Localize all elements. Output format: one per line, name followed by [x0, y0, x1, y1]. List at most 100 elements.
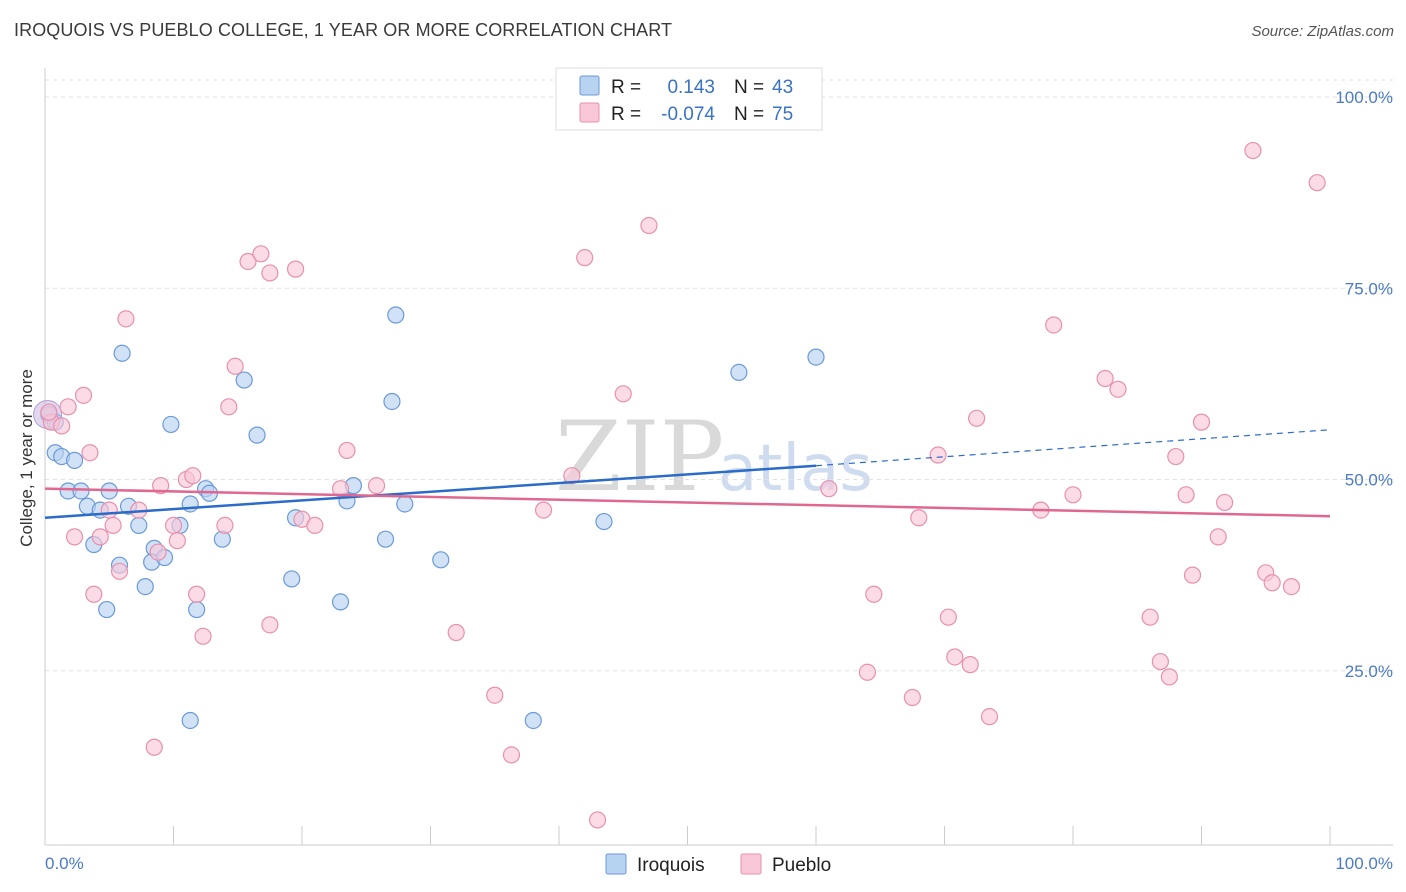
- pueblo-point: [1244, 141, 1262, 160]
- y-axis-title: College, 1 year or more: [17, 369, 36, 547]
- pueblo-point: [1141, 608, 1159, 626]
- pueblo-point: [910, 509, 928, 527]
- pueblo-point: [261, 616, 279, 634]
- pueblo-point: [85, 585, 103, 603]
- pueblo-point: [929, 446, 947, 464]
- pueblo-point: [226, 357, 244, 375]
- pueblo-point: [91, 528, 109, 546]
- legend-pueblo-swatch: [579, 102, 600, 123]
- pueblo-point: [946, 648, 964, 666]
- iroquois-point: [387, 306, 405, 324]
- iroquois-point: [730, 363, 748, 381]
- bottom-legend-iroquois: Iroquois: [637, 855, 705, 876]
- pueblo-point: [968, 409, 986, 427]
- iroquois-trend-line: [44, 464, 817, 519]
- pueblo-trend-line: [44, 487, 1331, 518]
- pueblo-point: [216, 516, 234, 535]
- pueblo-point: [1167, 447, 1185, 466]
- pueblo-point: [252, 245, 270, 263]
- iroquois-point: [248, 426, 266, 444]
- iroquois-point: [181, 711, 199, 730]
- series-legend: Iroquois Pueblo: [605, 853, 831, 876]
- pueblo-point: [117, 310, 135, 328]
- x-tick-label: 0.0%: [45, 854, 84, 873]
- iroquois-trend-extension: [815, 429, 1331, 467]
- pueblo-point: [59, 398, 77, 416]
- x-tick-label: 100.0%: [1335, 854, 1393, 873]
- pueblo-point: [239, 252, 257, 271]
- pueblo-point: [903, 688, 921, 707]
- iroquois-point: [595, 512, 613, 531]
- tick-labels: 25.0% 50.0% 75.0% 100.0% 0.0% 100.0%: [45, 88, 1393, 873]
- correlation-legend: R = 0.143 N = 43 R = -0.074 N = 75: [555, 67, 823, 131]
- bottom-legend-pueblo-swatch: [740, 853, 762, 875]
- pueblo-point: [100, 501, 118, 519]
- pueblo-point: [65, 528, 84, 546]
- iroquois-point: [162, 415, 180, 434]
- pueblo-point: [1192, 413, 1211, 431]
- iroquois-point: [396, 495, 414, 513]
- pueblo-point: [220, 398, 238, 416]
- pueblo-point: [939, 608, 957, 626]
- pueblo-point: [447, 623, 465, 642]
- pueblo-point: [1096, 369, 1114, 388]
- legend-n-value-2: 75: [772, 104, 793, 125]
- y-tick-label: 75.0%: [1345, 279, 1393, 298]
- pueblo-point: [1064, 486, 1082, 504]
- iroquois-points: [33, 306, 825, 730]
- iroquois-point: [136, 577, 154, 596]
- iroquois-point: [188, 600, 206, 619]
- pueblo-point: [1177, 486, 1195, 504]
- iroquois-point: [72, 482, 90, 500]
- legend-n-value-1: 43: [772, 77, 793, 98]
- iroquois-point: [524, 711, 542, 730]
- pueblo-point: [286, 260, 305, 278]
- pueblo-point: [81, 444, 99, 462]
- pueblo-point: [188, 585, 206, 603]
- pueblo-point: [576, 249, 594, 267]
- iroquois-point: [432, 551, 450, 569]
- legend-n-label-2: N =: [734, 104, 764, 125]
- pueblo-point: [640, 216, 658, 235]
- iroquois-point: [383, 392, 401, 411]
- y-tick-label: 100.0%: [1335, 88, 1393, 107]
- pueblo-point: [194, 627, 212, 645]
- pueblo-point: [961, 656, 979, 674]
- pueblo-point: [1216, 493, 1234, 512]
- pueblo-point: [980, 708, 999, 726]
- pueblo-point: [152, 477, 170, 495]
- iroquois-point: [113, 344, 131, 362]
- pueblo-point: [502, 746, 521, 764]
- bottom-legend-iroquois-swatch: [605, 853, 627, 875]
- iroquois-point: [65, 451, 84, 469]
- pueblo-point: [145, 738, 163, 756]
- pueblo-point: [164, 516, 183, 535]
- iroquois-point: [98, 600, 116, 619]
- iroquois-point: [376, 530, 395, 548]
- pueblo-point: [1209, 528, 1227, 546]
- pueblo-points: [40, 141, 1326, 829]
- pueblo-point: [149, 543, 167, 561]
- pueblo-point: [1263, 574, 1281, 592]
- pueblo-point: [865, 585, 883, 603]
- watermark-zip: ZIP: [555, 401, 724, 513]
- iroquois-point: [283, 570, 301, 588]
- pueblo-point: [261, 264, 279, 282]
- pueblo-point: [534, 501, 553, 519]
- source-label: Source: ZipAtlas.com: [1251, 23, 1394, 40]
- legend-r-value-2: -0.074: [661, 104, 715, 125]
- legend-r-label-2: R =: [611, 104, 641, 125]
- pueblo-point: [1282, 577, 1301, 596]
- pueblo-point: [184, 467, 202, 485]
- pueblo-point: [1109, 380, 1127, 398]
- pueblo-point: [306, 516, 324, 535]
- legend-iroquois-swatch: [579, 75, 600, 96]
- watermark-atlas: atlas: [718, 432, 873, 506]
- trend-lines: [44, 429, 1331, 519]
- y-tick-label: 50.0%: [1345, 471, 1393, 490]
- pueblo-point: [53, 417, 71, 435]
- legend-r-label-1: R =: [611, 77, 641, 98]
- legend-n-label-1: N =: [734, 77, 764, 98]
- pueblo-point: [820, 480, 838, 498]
